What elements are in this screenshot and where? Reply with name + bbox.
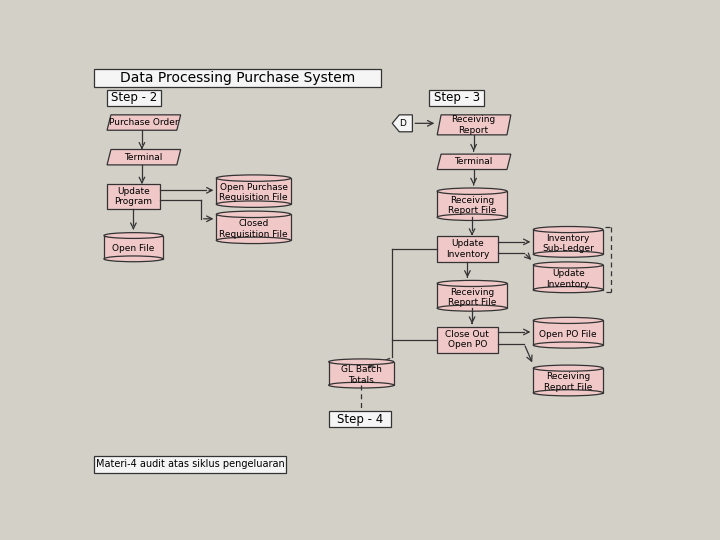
Text: Open Purchase
Requisition File: Open Purchase Requisition File	[219, 183, 288, 202]
Text: Update
Inventory: Update Inventory	[546, 269, 590, 288]
Text: Purchase Order: Purchase Order	[109, 118, 179, 127]
Text: Receiving
Report: Receiving Report	[451, 115, 496, 134]
Ellipse shape	[534, 365, 603, 371]
Ellipse shape	[534, 251, 603, 257]
Bar	[534, 265, 603, 289]
Text: Terminal: Terminal	[454, 157, 492, 166]
Polygon shape	[437, 115, 510, 135]
Ellipse shape	[534, 342, 603, 348]
Text: Step - 3: Step - 3	[433, 91, 480, 104]
Ellipse shape	[534, 226, 603, 233]
Ellipse shape	[104, 233, 163, 239]
Text: GL Batch
Totals: GL Batch Totals	[341, 366, 382, 385]
Bar	[104, 235, 163, 259]
Ellipse shape	[534, 262, 603, 268]
Text: Closed
Requisition File: Closed Requisition File	[219, 219, 288, 239]
Bar	[94, 456, 286, 473]
Text: Inventory
Sub-Ledger: Inventory Sub-Ledger	[542, 234, 594, 253]
Text: Receiving
Report File: Receiving Report File	[544, 373, 593, 392]
Bar	[429, 90, 484, 106]
Bar	[534, 368, 603, 393]
Text: Step - 4: Step - 4	[336, 413, 383, 426]
Bar	[437, 236, 498, 262]
Bar	[107, 90, 161, 106]
Bar	[534, 230, 603, 254]
Polygon shape	[107, 150, 181, 165]
Text: D: D	[399, 119, 406, 128]
Ellipse shape	[437, 280, 507, 287]
Ellipse shape	[104, 256, 163, 262]
Bar	[329, 411, 391, 427]
Ellipse shape	[216, 175, 291, 181]
Text: Materi-4 audit atas siklus pengeluaran: Materi-4 audit atas siklus pengeluaran	[96, 460, 284, 469]
Bar	[437, 191, 507, 217]
Ellipse shape	[437, 214, 507, 220]
Ellipse shape	[216, 201, 291, 207]
Bar	[437, 327, 498, 353]
Text: Open File: Open File	[112, 244, 155, 253]
Polygon shape	[107, 115, 181, 130]
Bar	[216, 214, 291, 240]
Bar	[94, 69, 381, 87]
Text: Receiving
Report File: Receiving Report File	[448, 288, 496, 307]
Ellipse shape	[437, 188, 507, 194]
Ellipse shape	[329, 359, 394, 364]
Text: Update
Inventory: Update Inventory	[446, 239, 489, 259]
Polygon shape	[392, 115, 413, 132]
Ellipse shape	[216, 237, 291, 244]
Text: Receiving
Report File: Receiving Report File	[448, 196, 496, 215]
Bar	[534, 320, 603, 345]
Ellipse shape	[534, 318, 603, 323]
Ellipse shape	[329, 382, 394, 388]
Bar	[437, 284, 507, 308]
Ellipse shape	[437, 305, 507, 311]
Ellipse shape	[534, 390, 603, 396]
Bar	[216, 178, 291, 204]
Text: Close Out
Open PO: Close Out Open PO	[446, 330, 490, 349]
Text: Step - 2: Step - 2	[111, 91, 157, 104]
Polygon shape	[437, 154, 510, 170]
Text: Open PO File: Open PO File	[539, 330, 597, 339]
Bar	[107, 184, 160, 209]
Ellipse shape	[216, 211, 291, 218]
Bar	[329, 362, 394, 385]
Text: Terminal: Terminal	[125, 153, 163, 161]
Text: Update
Program: Update Program	[114, 187, 153, 206]
Text: Data Processing Purchase System: Data Processing Purchase System	[120, 71, 355, 85]
Ellipse shape	[534, 287, 603, 293]
